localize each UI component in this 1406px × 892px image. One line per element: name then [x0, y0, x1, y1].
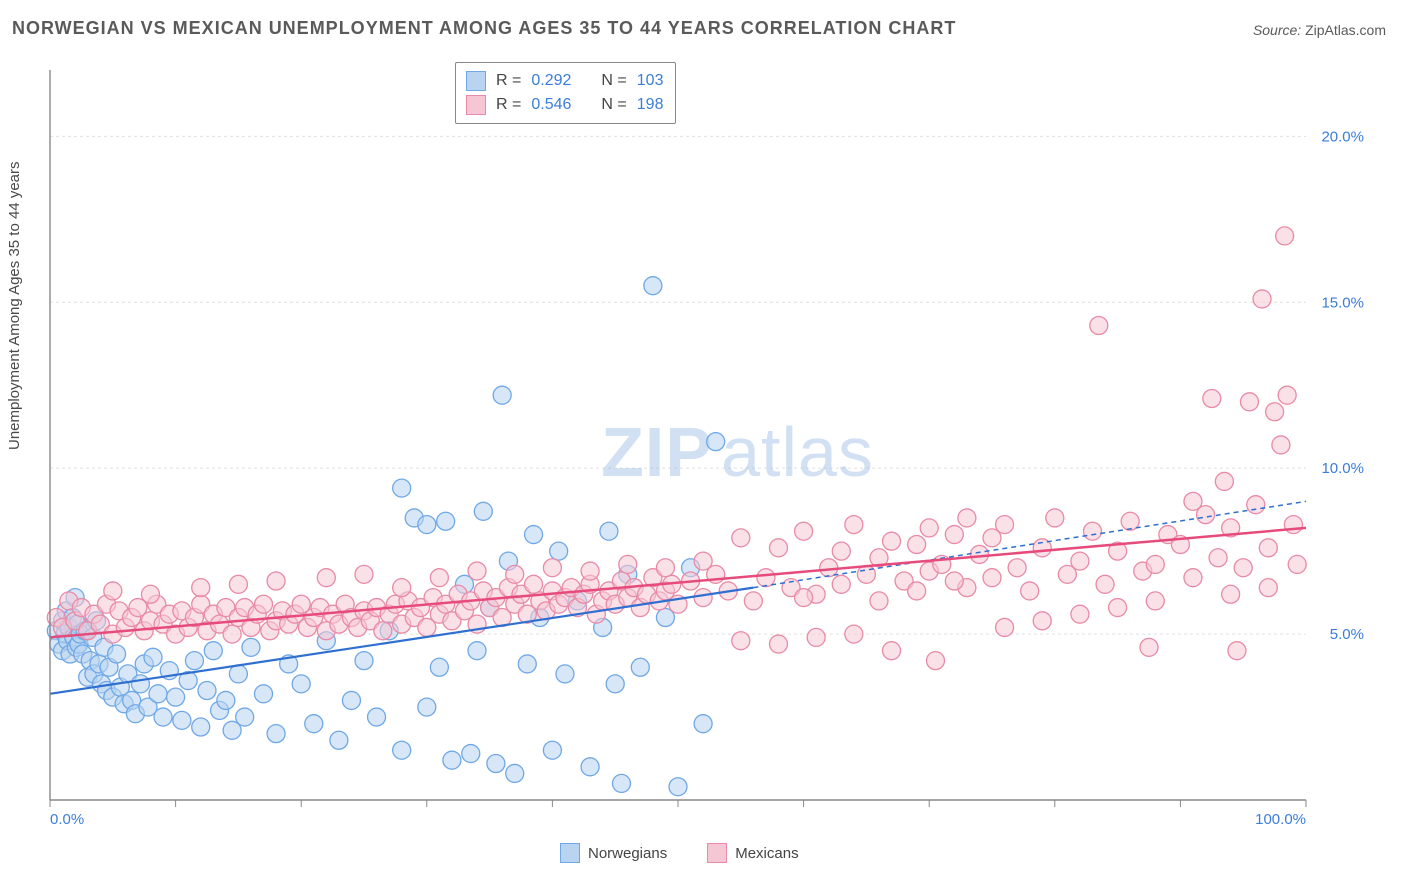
correlation-legend: R = 0.292 N = 103 R = 0.546 N = 198: [455, 62, 676, 124]
svg-text:20.0%: 20.0%: [1321, 128, 1364, 145]
swatch-mexicans-icon: [707, 843, 727, 863]
r-value-mexicans: 0.546: [531, 93, 571, 117]
svg-text:10.0%: 10.0%: [1321, 460, 1364, 477]
source-value: ZipAtlas.com: [1305, 22, 1386, 38]
legend-label-mexicans: Mexicans: [735, 845, 798, 862]
legend-row-mexicans: R = 0.546 N = 198: [466, 93, 663, 117]
svg-text:0.0%: 0.0%: [50, 811, 84, 828]
legend-row-norwegians: R = 0.292 N = 103: [466, 69, 663, 93]
svg-text:atlas: atlas: [721, 413, 874, 491]
svg-text:ZIP: ZIP: [601, 413, 713, 491]
series-legend: Norwegians Mexicans: [560, 843, 799, 863]
swatch-norwegians-icon: [560, 843, 580, 863]
plot-area: 5.0% 10.0% 15.0% 20.0% ZIPatlas 0.0% 100.0%: [40, 60, 1376, 830]
chart-title: NORWEGIAN VS MEXICAN UNEMPLOYMENT AMONG …: [12, 18, 956, 39]
legend-item-norwegians: Norwegians: [560, 843, 667, 863]
n-value-norwegians: 103: [637, 69, 664, 93]
r-value-norwegians: 0.292: [531, 69, 571, 93]
source-label: Source:: [1253, 22, 1301, 38]
scatter-chart: 5.0% 10.0% 15.0% 20.0% ZIPatlas 0.0% 100.0%: [40, 60, 1376, 830]
source-attribution: Source: ZipAtlas.com: [1253, 22, 1386, 38]
svg-text:15.0%: 15.0%: [1321, 294, 1364, 311]
n-value-mexicans: 198: [637, 93, 664, 117]
legend-item-mexicans: Mexicans: [707, 843, 798, 863]
swatch-norwegians: [466, 71, 486, 91]
svg-text:5.0%: 5.0%: [1330, 626, 1364, 643]
swatch-mexicans: [466, 95, 486, 115]
y-axis-label: Unemployment Among Ages 35 to 44 years: [6, 161, 23, 450]
legend-label-norwegians: Norwegians: [588, 845, 667, 862]
svg-text:100.0%: 100.0%: [1255, 811, 1306, 828]
